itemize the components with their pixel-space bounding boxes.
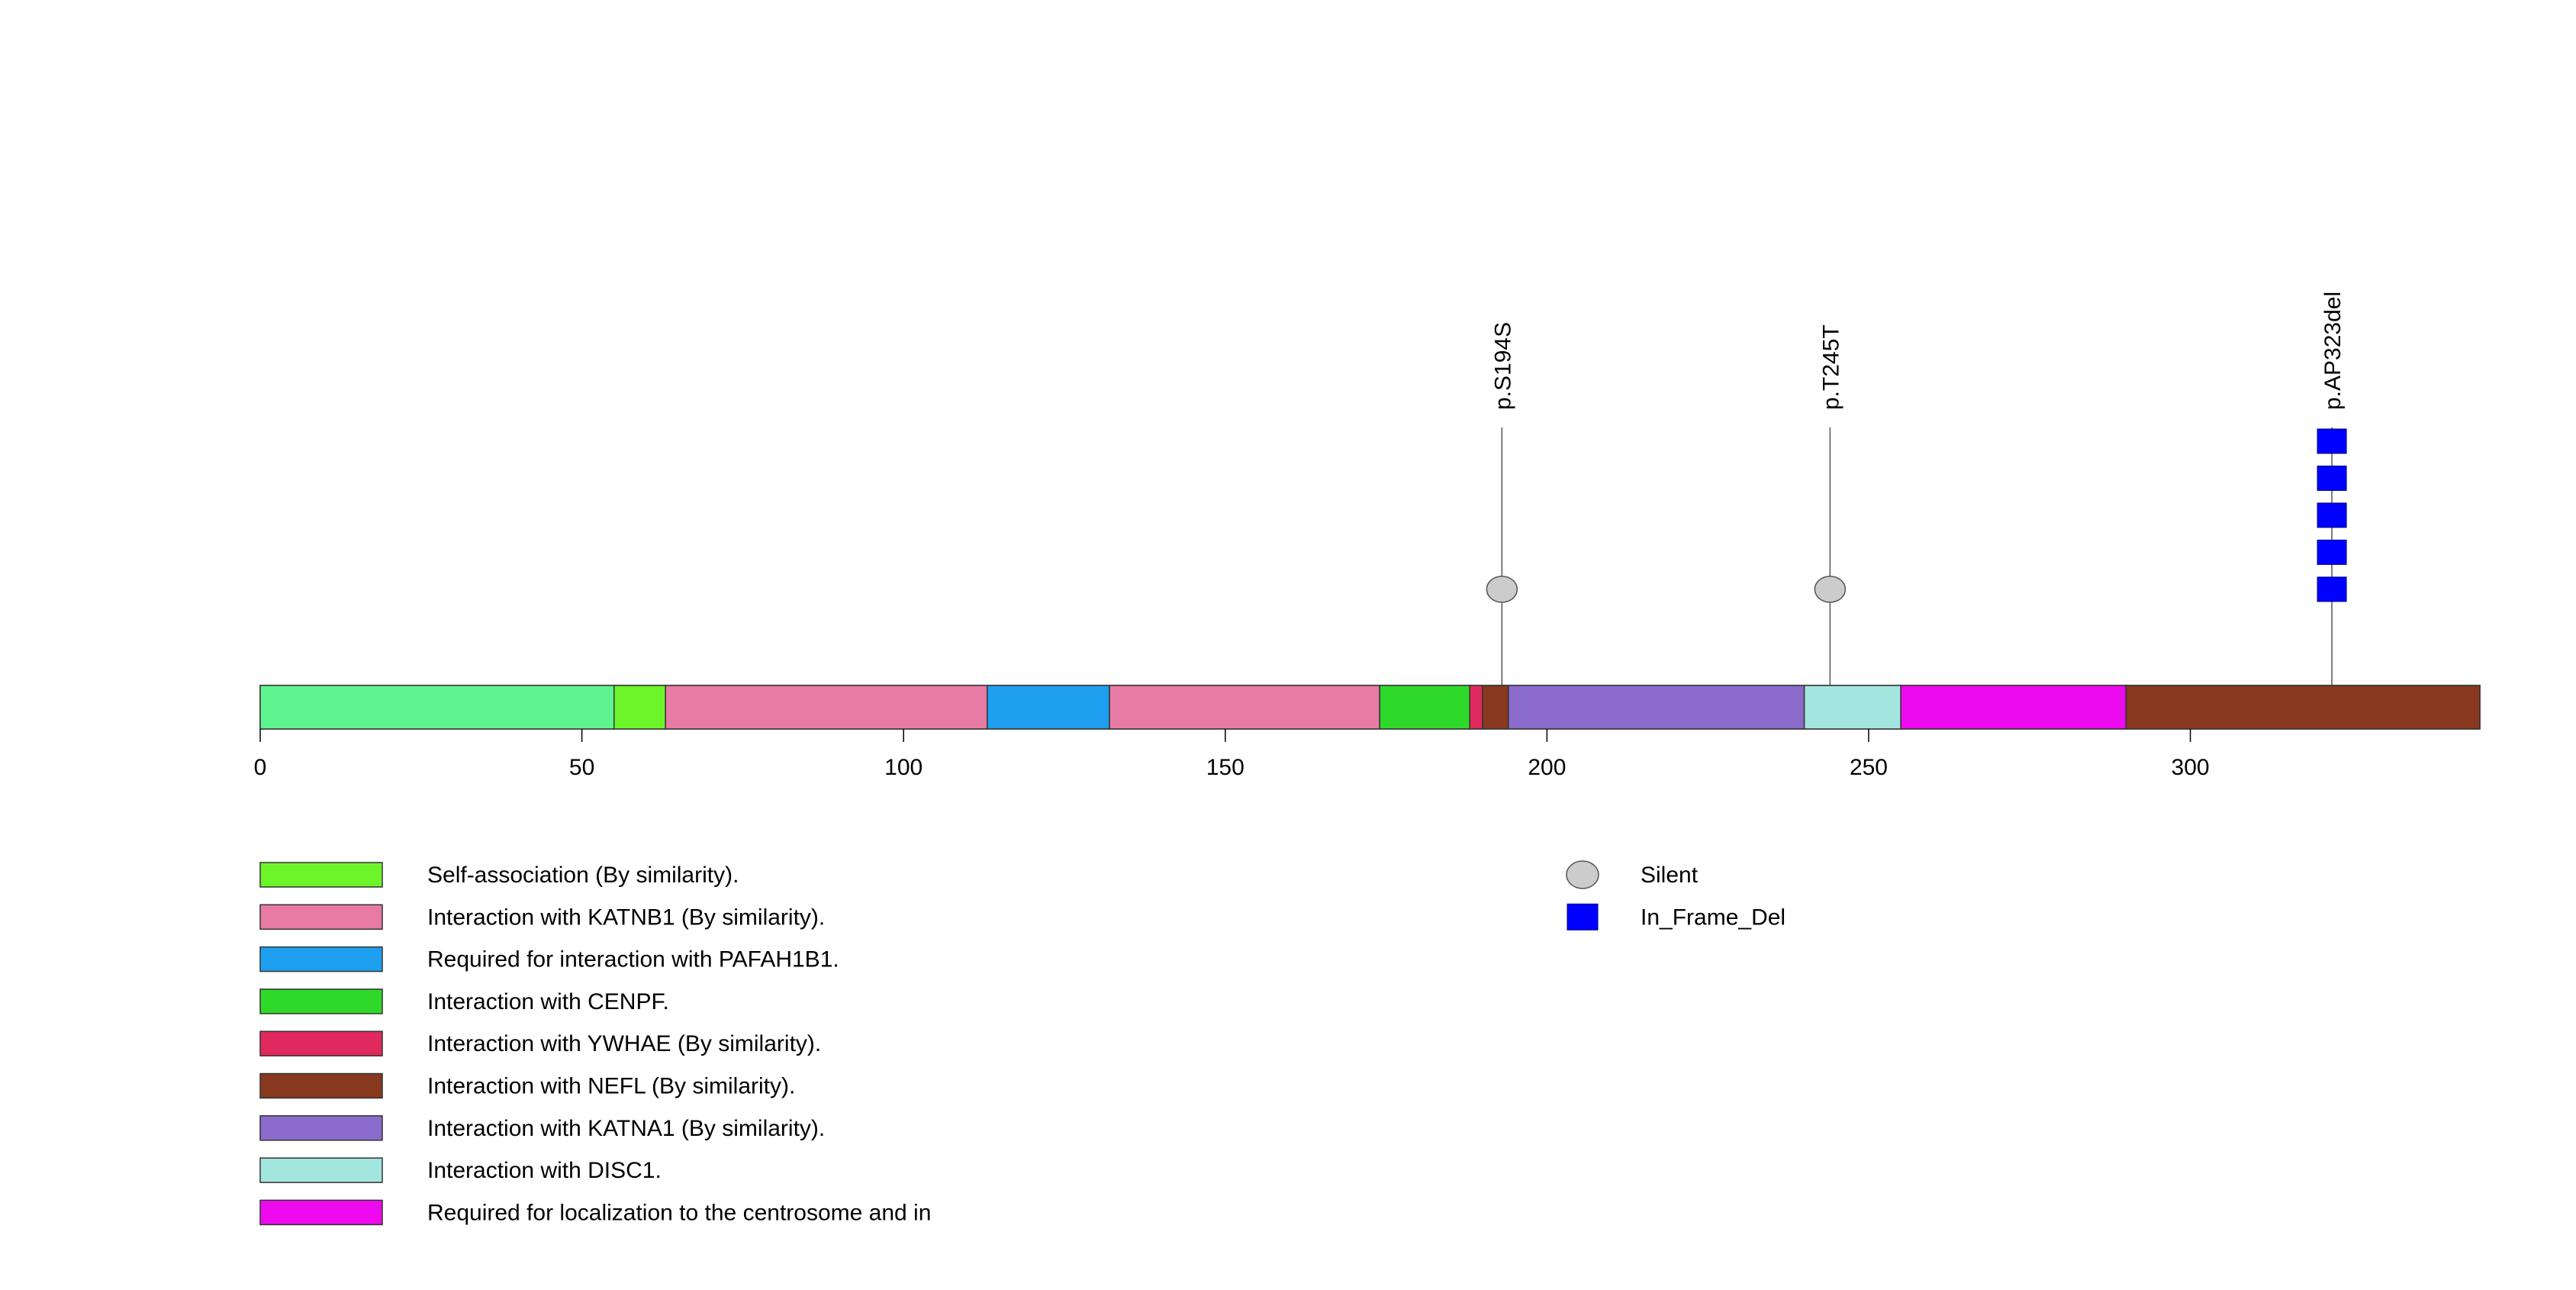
mutation-layer: p.S194S p.T245T p.AP323del — [1486, 292, 2347, 685]
x-axis-tick-label: 300 — [2172, 755, 2210, 780]
domain-legend-label: Required for localization to the centros… — [427, 1200, 931, 1225]
domain-segment — [2125, 685, 2481, 730]
domain-legend-swatch — [259, 1157, 383, 1183]
mutation-label: p.AP323del — [2320, 292, 2346, 410]
domain-legend-label: Interaction with NEFL (By similarity). — [427, 1074, 795, 1099]
silent-legend-icon — [1566, 860, 1599, 889]
domain-segment — [1469, 685, 1483, 730]
domain-segment — [665, 685, 988, 730]
x-axis-tick-label: 250 — [1850, 755, 1888, 780]
x-axis-tick-label: 100 — [884, 755, 923, 780]
domain-segment — [1109, 685, 1380, 730]
domain-segment — [1379, 685, 1470, 730]
domain-segment — [1803, 685, 1901, 730]
mutation-legend-label: Silent — [1641, 863, 1699, 888]
domain-legend-label: Interaction with DISC1. — [427, 1158, 662, 1183]
domain-segment — [987, 685, 1110, 730]
domain-segment — [1508, 685, 1805, 730]
in-frame-del-marker — [2317, 540, 2347, 565]
domain-legend-swatch — [259, 1199, 383, 1226]
in-frame-del-marker — [2317, 428, 2347, 454]
protein-backbone — [259, 685, 2481, 730]
mutation-label: p.S194S — [1490, 322, 1515, 410]
domain-segment — [259, 685, 615, 730]
in-frame-del-marker — [2317, 502, 2347, 528]
domain-legend-label: Interaction with KATNB1 (By similarity). — [427, 905, 825, 930]
in-frame-del-legend-icon — [1567, 903, 1599, 930]
domain-legend-swatch — [259, 1115, 383, 1141]
x-axis: 0 50 100 150 200 250 300 — [254, 729, 2210, 780]
domain-legend-label: Interaction with CENPF. — [427, 989, 669, 1014]
domain-legend-label: Required for interaction with PAFAH1B1. — [427, 947, 839, 972]
in-frame-del-marker — [2317, 576, 2347, 602]
domain-legend-swatch — [259, 1072, 383, 1099]
domain-legend-label: Interaction with YWHAE (By similarity). — [427, 1031, 821, 1056]
domain-legend-label: Interaction with KATNA1 (By similarity). — [427, 1116, 825, 1141]
x-axis-tick-label: 200 — [1528, 755, 1566, 780]
silent-mutation-marker — [1486, 576, 1518, 603]
domain-legend-swatch — [259, 904, 383, 930]
domain-segment — [1482, 685, 1509, 730]
domain-segment — [613, 685, 666, 730]
x-axis-tick-label: 150 — [1206, 755, 1245, 780]
x-axis-tick-label: 50 — [569, 755, 594, 780]
mutation-label: p.T245T — [1818, 324, 1843, 410]
x-axis-tick-label: 0 — [254, 755, 267, 780]
legend: Self-association (By similarity). Interac… — [259, 860, 1785, 1226]
domain-legend-swatch — [259, 862, 383, 888]
domain-segment — [1900, 685, 2127, 730]
mutation-legend-label: In_Frame_Del — [1641, 905, 1785, 930]
domain-legend-swatch — [259, 988, 383, 1014]
silent-mutation-marker — [1814, 576, 1847, 603]
domain-legend-label: Self-association (By similarity). — [427, 863, 739, 888]
domain-legend-swatch — [259, 946, 383, 972]
domain-legend-swatch — [259, 1030, 383, 1056]
in-frame-del-marker — [2317, 466, 2347, 491]
